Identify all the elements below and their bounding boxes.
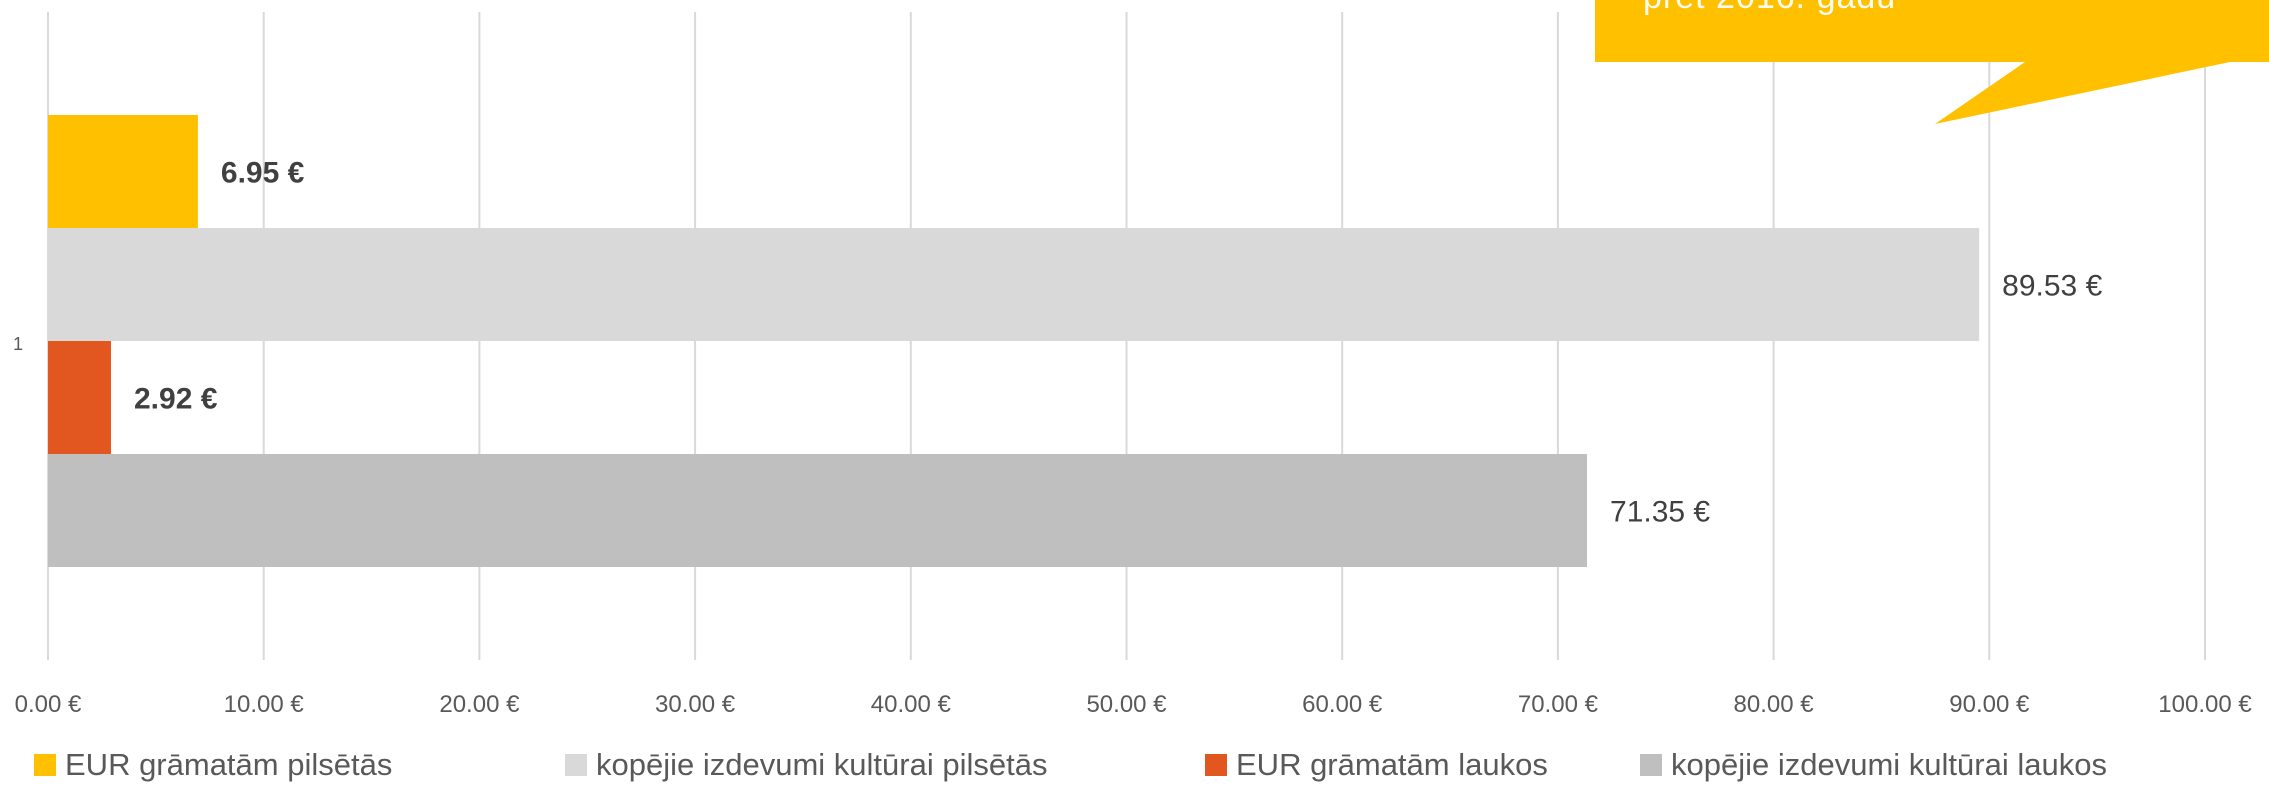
legend-item: kopējie izdevumi kultūrai pilsētās bbox=[565, 744, 1047, 786]
bar-data-label: 89.53 € bbox=[2002, 270, 2102, 303]
chart-plot: 0.00 € 10.00 € 20.00 € 30.00 € 40.00 € 50.00 … bbox=[13, 12, 2252, 718]
x-tick-label: 70.00 € bbox=[1518, 691, 1599, 718]
bar-data-label: 71.35 € bbox=[1610, 496, 1710, 529]
legend-item: EUR grāmatām pilsētās bbox=[34, 744, 392, 786]
legend-label: kopējie izdevumi kultūrai laukos bbox=[1671, 747, 2107, 782]
legend-item: EUR grāmatām laukos bbox=[1205, 744, 1548, 786]
bar bbox=[48, 454, 1588, 567]
bar-data-label: 6.95 € bbox=[221, 157, 305, 190]
callout-bubble: pret 2016. gadu bbox=[1595, 0, 2269, 126]
legend-label: EUR grāmatām laukos bbox=[1236, 747, 1548, 782]
x-tick-label: 60.00 € bbox=[1302, 691, 1383, 718]
chart-legend: EUR grāmatām pilsētās kopējie izdevumi ku… bbox=[0, 744, 2269, 786]
legend-label: kopējie izdevumi kultūrai pilsētās bbox=[596, 747, 1048, 782]
legend-swatch bbox=[1205, 754, 1227, 776]
legend-label: EUR grāmatām pilsētās bbox=[65, 747, 393, 782]
callout-text: pret 2016. gadu bbox=[1643, 0, 1896, 17]
bar bbox=[48, 228, 1980, 341]
x-tick-label: 100.00 € bbox=[2158, 691, 2252, 718]
x-tick-label: 30.00 € bbox=[655, 691, 736, 718]
x-tick-label: 0.00 € bbox=[15, 691, 82, 718]
x-tick-label: 40.00 € bbox=[871, 691, 952, 718]
x-tick-label: 90.00 € bbox=[1949, 691, 2030, 718]
x-tick-label: 50.00 € bbox=[1086, 691, 1167, 718]
x-tick-label: 10.00 € bbox=[224, 691, 305, 718]
bar bbox=[48, 341, 111, 454]
legend-item: kopējie izdevumi kultūrai laukos bbox=[1640, 744, 2107, 786]
legend-swatch bbox=[1640, 754, 1662, 776]
bar bbox=[48, 115, 198, 228]
bar-data-label: 2.92 € bbox=[134, 383, 218, 416]
category-label: 1 bbox=[13, 334, 23, 354]
legend-swatch bbox=[34, 754, 56, 776]
legend-swatch bbox=[565, 754, 587, 776]
x-tick-label: 80.00 € bbox=[1734, 691, 1815, 718]
x-tick-label: 20.00 € bbox=[439, 691, 520, 718]
callout-shape bbox=[1595, 0, 2269, 124]
